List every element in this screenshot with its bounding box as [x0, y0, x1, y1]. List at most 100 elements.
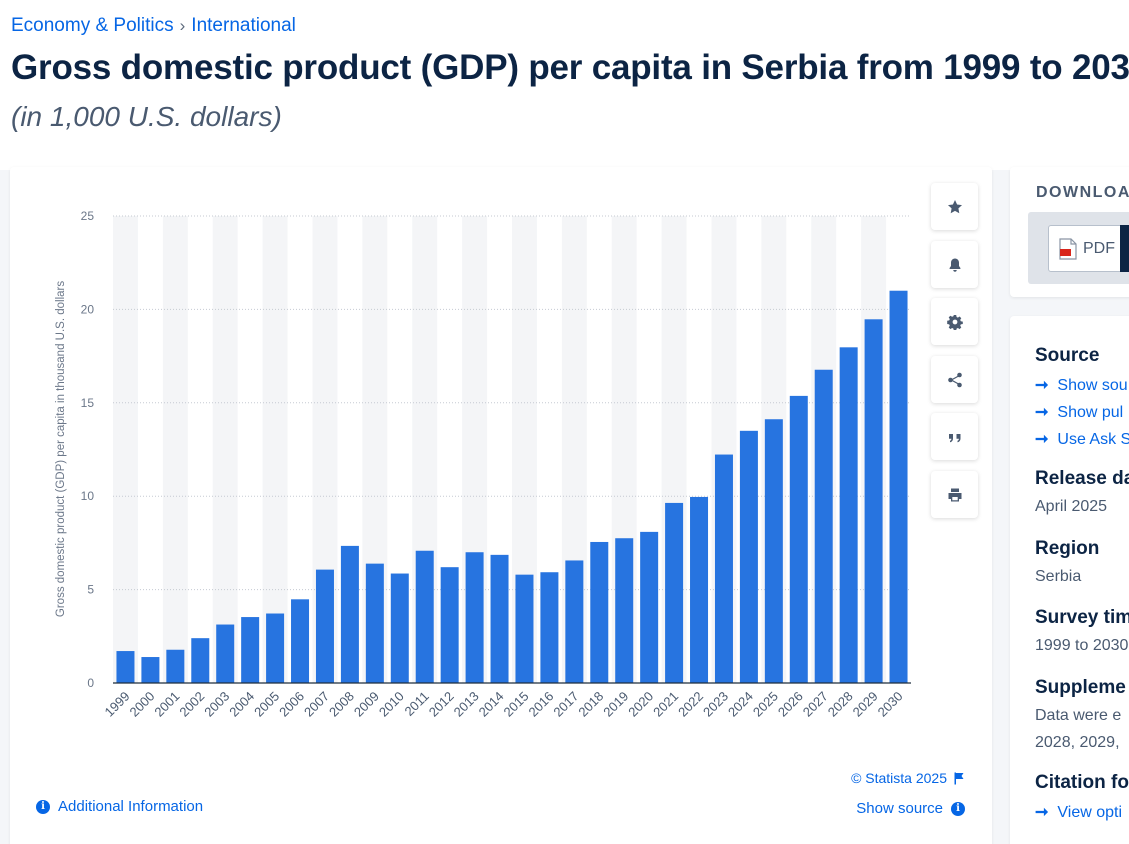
supplementary-heading: Suppleme: [1035, 677, 1126, 698]
bar: [640, 531, 659, 683]
bar: [515, 574, 534, 683]
x-tick-label: 2022: [675, 689, 706, 720]
release-date-heading: Release da: [1035, 468, 1129, 489]
column-band: [113, 216, 138, 683]
breadcrumb-international[interactable]: International: [191, 15, 296, 36]
x-tick-label: 2029: [850, 689, 881, 720]
chart-card: 0 5 10 15 20 25 1999 2000 2001 2002 2003 2004 2005 20…: [10, 167, 992, 844]
info-icon: i: [951, 801, 965, 816]
y-tick-label: 5: [87, 583, 94, 597]
y-tick-label: 0: [87, 676, 94, 690]
source-link-1-label: Show sou: [1057, 377, 1128, 394]
supplementary-line-2: 2028, 2029,: [1035, 734, 1120, 751]
bar: [116, 651, 135, 683]
x-tick-label: 2001: [151, 689, 182, 720]
page-header: Economy & Politics › International Gross d…: [0, 0, 1129, 170]
x-tick-label: 2000: [126, 689, 157, 720]
bar: [241, 617, 260, 683]
share-button[interactable]: [931, 356, 978, 403]
favorite-button[interactable]: [931, 183, 978, 230]
share-icon: [947, 372, 962, 387]
x-tick-label: 2014: [476, 689, 507, 720]
bar: [266, 613, 285, 683]
pdf-file-icon: [1059, 237, 1077, 260]
x-tick-label: 2019: [600, 689, 631, 720]
statista-credit[interactable]: © Statista 2025: [851, 770, 965, 786]
bar: [415, 550, 434, 683]
quote-icon: [948, 433, 960, 442]
supplementary-line-1: Data were e: [1035, 707, 1122, 724]
x-tick-label: 2030: [875, 689, 906, 720]
bar: [764, 419, 783, 683]
statistic-info-card: Source ➞ Show sou ➞ Show pul ➞ Use Ask S Re…: [1010, 316, 1129, 844]
source-link-3-label: Use Ask S: [1057, 431, 1129, 448]
download-more-button[interactable]: [1120, 225, 1129, 272]
x-tick-label: 2016: [525, 689, 556, 720]
bar: [291, 599, 310, 683]
pdf-download-button[interactable]: PDF: [1048, 225, 1129, 272]
bar: [889, 290, 908, 683]
bar: [216, 624, 235, 683]
column-band: [212, 216, 238, 683]
y-tick-label: 25: [81, 209, 95, 223]
additional-information-link[interactable]: i Additional Information: [36, 798, 203, 815]
settings-button[interactable]: [931, 298, 978, 345]
source-heading: Source: [1035, 345, 1100, 366]
x-tick-label: 2010: [376, 689, 407, 720]
x-tick-label: 2021: [650, 689, 681, 720]
bar: [665, 502, 684, 683]
region-value: Serbia: [1035, 568, 1082, 585]
region-heading: Region: [1035, 538, 1100, 559]
bar: [315, 569, 334, 683]
bar: [390, 573, 409, 683]
x-tick-label: 2023: [700, 689, 731, 720]
release-date-value: April 2025: [1035, 498, 1108, 515]
bar: [615, 538, 634, 683]
bar: [864, 319, 883, 683]
additional-information-label: Additional Information: [58, 798, 204, 815]
x-tick-label: 2013: [451, 689, 482, 720]
column-band: [262, 216, 288, 683]
gear-icon: [946, 314, 963, 330]
bar: [565, 560, 584, 683]
y-axis-label: Gross domestic product (GDP) per capita …: [55, 281, 67, 617]
x-tick-label: 2009: [351, 689, 382, 720]
flag-icon: [954, 772, 964, 784]
citation-link[interactable]: ➞ View opti: [1035, 802, 1122, 822]
cite-button[interactable]: [931, 413, 978, 460]
x-tick-label: 2027: [800, 689, 831, 720]
bar: [465, 552, 484, 683]
bar: [814, 369, 833, 683]
y-tick-label: 20: [81, 302, 95, 316]
bar: [166, 649, 185, 683]
show-source-link[interactable]: Show source i: [856, 800, 965, 817]
survey-time-heading: Survey tim: [1035, 607, 1129, 628]
notification-button[interactable]: [931, 241, 978, 288]
x-tick-label: 2018: [575, 689, 606, 720]
bar: [191, 638, 210, 683]
column-band: [162, 216, 188, 683]
source-link-2[interactable]: ➞ Show pul: [1035, 402, 1123, 422]
breadcrumb: Economy & Politics › International: [11, 15, 296, 37]
source-link-1[interactable]: ➞ Show sou: [1035, 375, 1128, 395]
x-tick-label: 2015: [501, 689, 532, 720]
bar: [789, 395, 808, 683]
arrow-right-icon: ➞: [1035, 377, 1049, 394]
y-tick-label: 10: [81, 489, 95, 503]
chart: 0510152025199920002001200220032004200520…: [55, 209, 911, 720]
download-heading: DOWNLOA: [1036, 184, 1129, 201]
bar: [490, 554, 509, 683]
bell-icon: [949, 258, 960, 272]
x-tick-label: 2025: [750, 689, 781, 720]
x-tick-label: 2012: [426, 689, 457, 720]
print-button[interactable]: [931, 471, 978, 518]
x-tick-label: 2011: [401, 689, 431, 719]
x-tick-label: 2002: [176, 689, 207, 720]
x-tick-label: 1999: [102, 689, 133, 720]
bar: [340, 545, 359, 683]
x-tick-label: 2003: [201, 689, 232, 720]
source-link-3[interactable]: ➞ Use Ask S: [1035, 429, 1129, 449]
x-tick-label: 2017: [550, 689, 581, 720]
breadcrumb-economy-politics[interactable]: Economy & Politics: [11, 15, 174, 36]
bar: [141, 657, 160, 683]
